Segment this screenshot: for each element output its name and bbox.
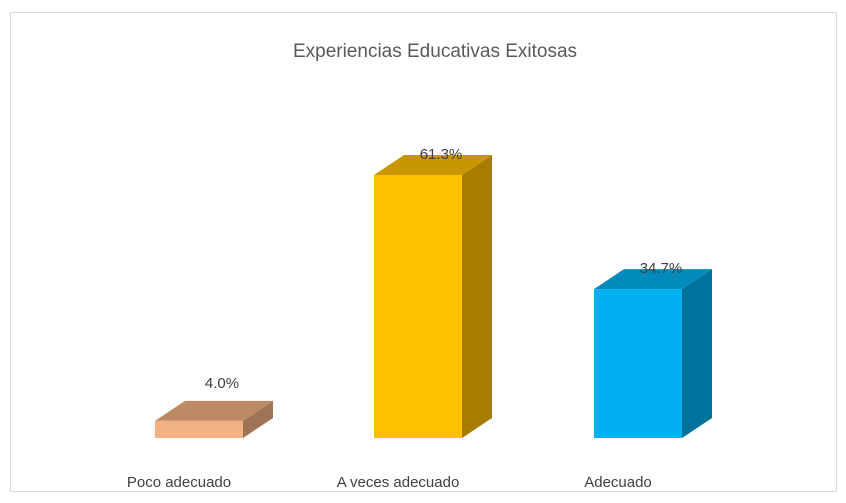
- bar-top: [155, 400, 273, 421]
- value-label: 61.3%: [420, 146, 463, 163]
- x-tick-label: A veces adecuado: [337, 474, 460, 491]
- bar-side: [243, 400, 273, 438]
- bar: [155, 420, 243, 438]
- bar-side: [682, 269, 712, 438]
- bar-top: [374, 155, 492, 176]
- x-tick-label: Adecuado: [584, 474, 652, 491]
- value-label: 34.7%: [640, 260, 683, 277]
- value-label: 4.0%: [205, 375, 239, 392]
- bar: [594, 289, 682, 438]
- bar: [374, 175, 462, 438]
- bar-side: [462, 155, 492, 438]
- bar-top: [594, 269, 712, 290]
- x-tick-label: Poco adecuado: [127, 474, 231, 491]
- chart-title: Experiencias Educativas Exitosas: [293, 41, 577, 62]
